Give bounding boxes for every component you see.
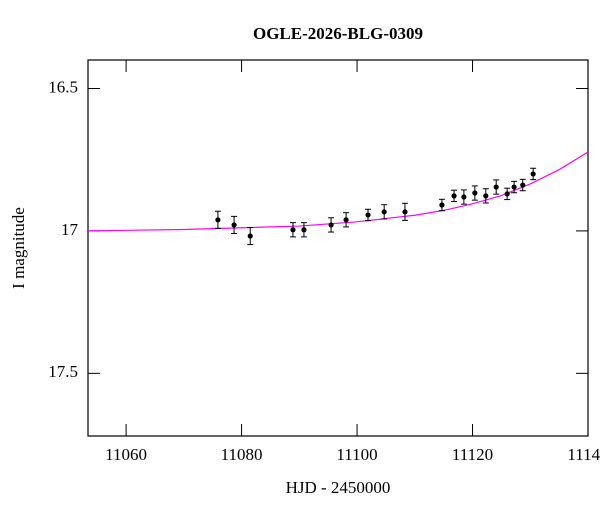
data-point xyxy=(301,227,307,233)
x-tick-label: 11100 xyxy=(336,445,377,464)
plot-frame xyxy=(87,59,589,437)
x-tick-label: 11140 xyxy=(567,445,600,464)
x-tick-label: 11080 xyxy=(221,445,263,464)
data-point xyxy=(439,202,445,208)
data-point xyxy=(365,212,371,218)
x-axis-label: HJD - 2450000 xyxy=(286,478,391,497)
x-tick-label: 11120 xyxy=(452,445,493,464)
y-axis-label: I magnitude xyxy=(9,207,28,289)
data-point xyxy=(328,222,334,228)
data-point xyxy=(472,190,478,196)
data-point xyxy=(530,171,536,177)
data-point xyxy=(493,184,499,190)
data-point xyxy=(504,191,510,197)
data-point xyxy=(520,182,526,188)
data-point xyxy=(215,217,221,223)
data-point xyxy=(381,209,387,215)
data-point xyxy=(402,209,408,215)
data-point xyxy=(290,227,296,233)
y-tick-label: 16.5 xyxy=(48,77,78,96)
y-tick-label: 17.5 xyxy=(48,362,78,381)
data-point xyxy=(511,184,517,190)
y-tick-label: 17 xyxy=(61,220,79,239)
data-point xyxy=(231,222,237,228)
chart-title: OGLE-2026-BLG-0309 xyxy=(253,24,423,43)
x-tick-label: 11060 xyxy=(105,445,147,464)
data-point xyxy=(461,194,467,200)
data-point xyxy=(451,193,457,199)
data-point xyxy=(483,193,489,199)
data-point xyxy=(343,217,349,223)
model-curve xyxy=(87,151,589,232)
data-point xyxy=(247,233,253,239)
